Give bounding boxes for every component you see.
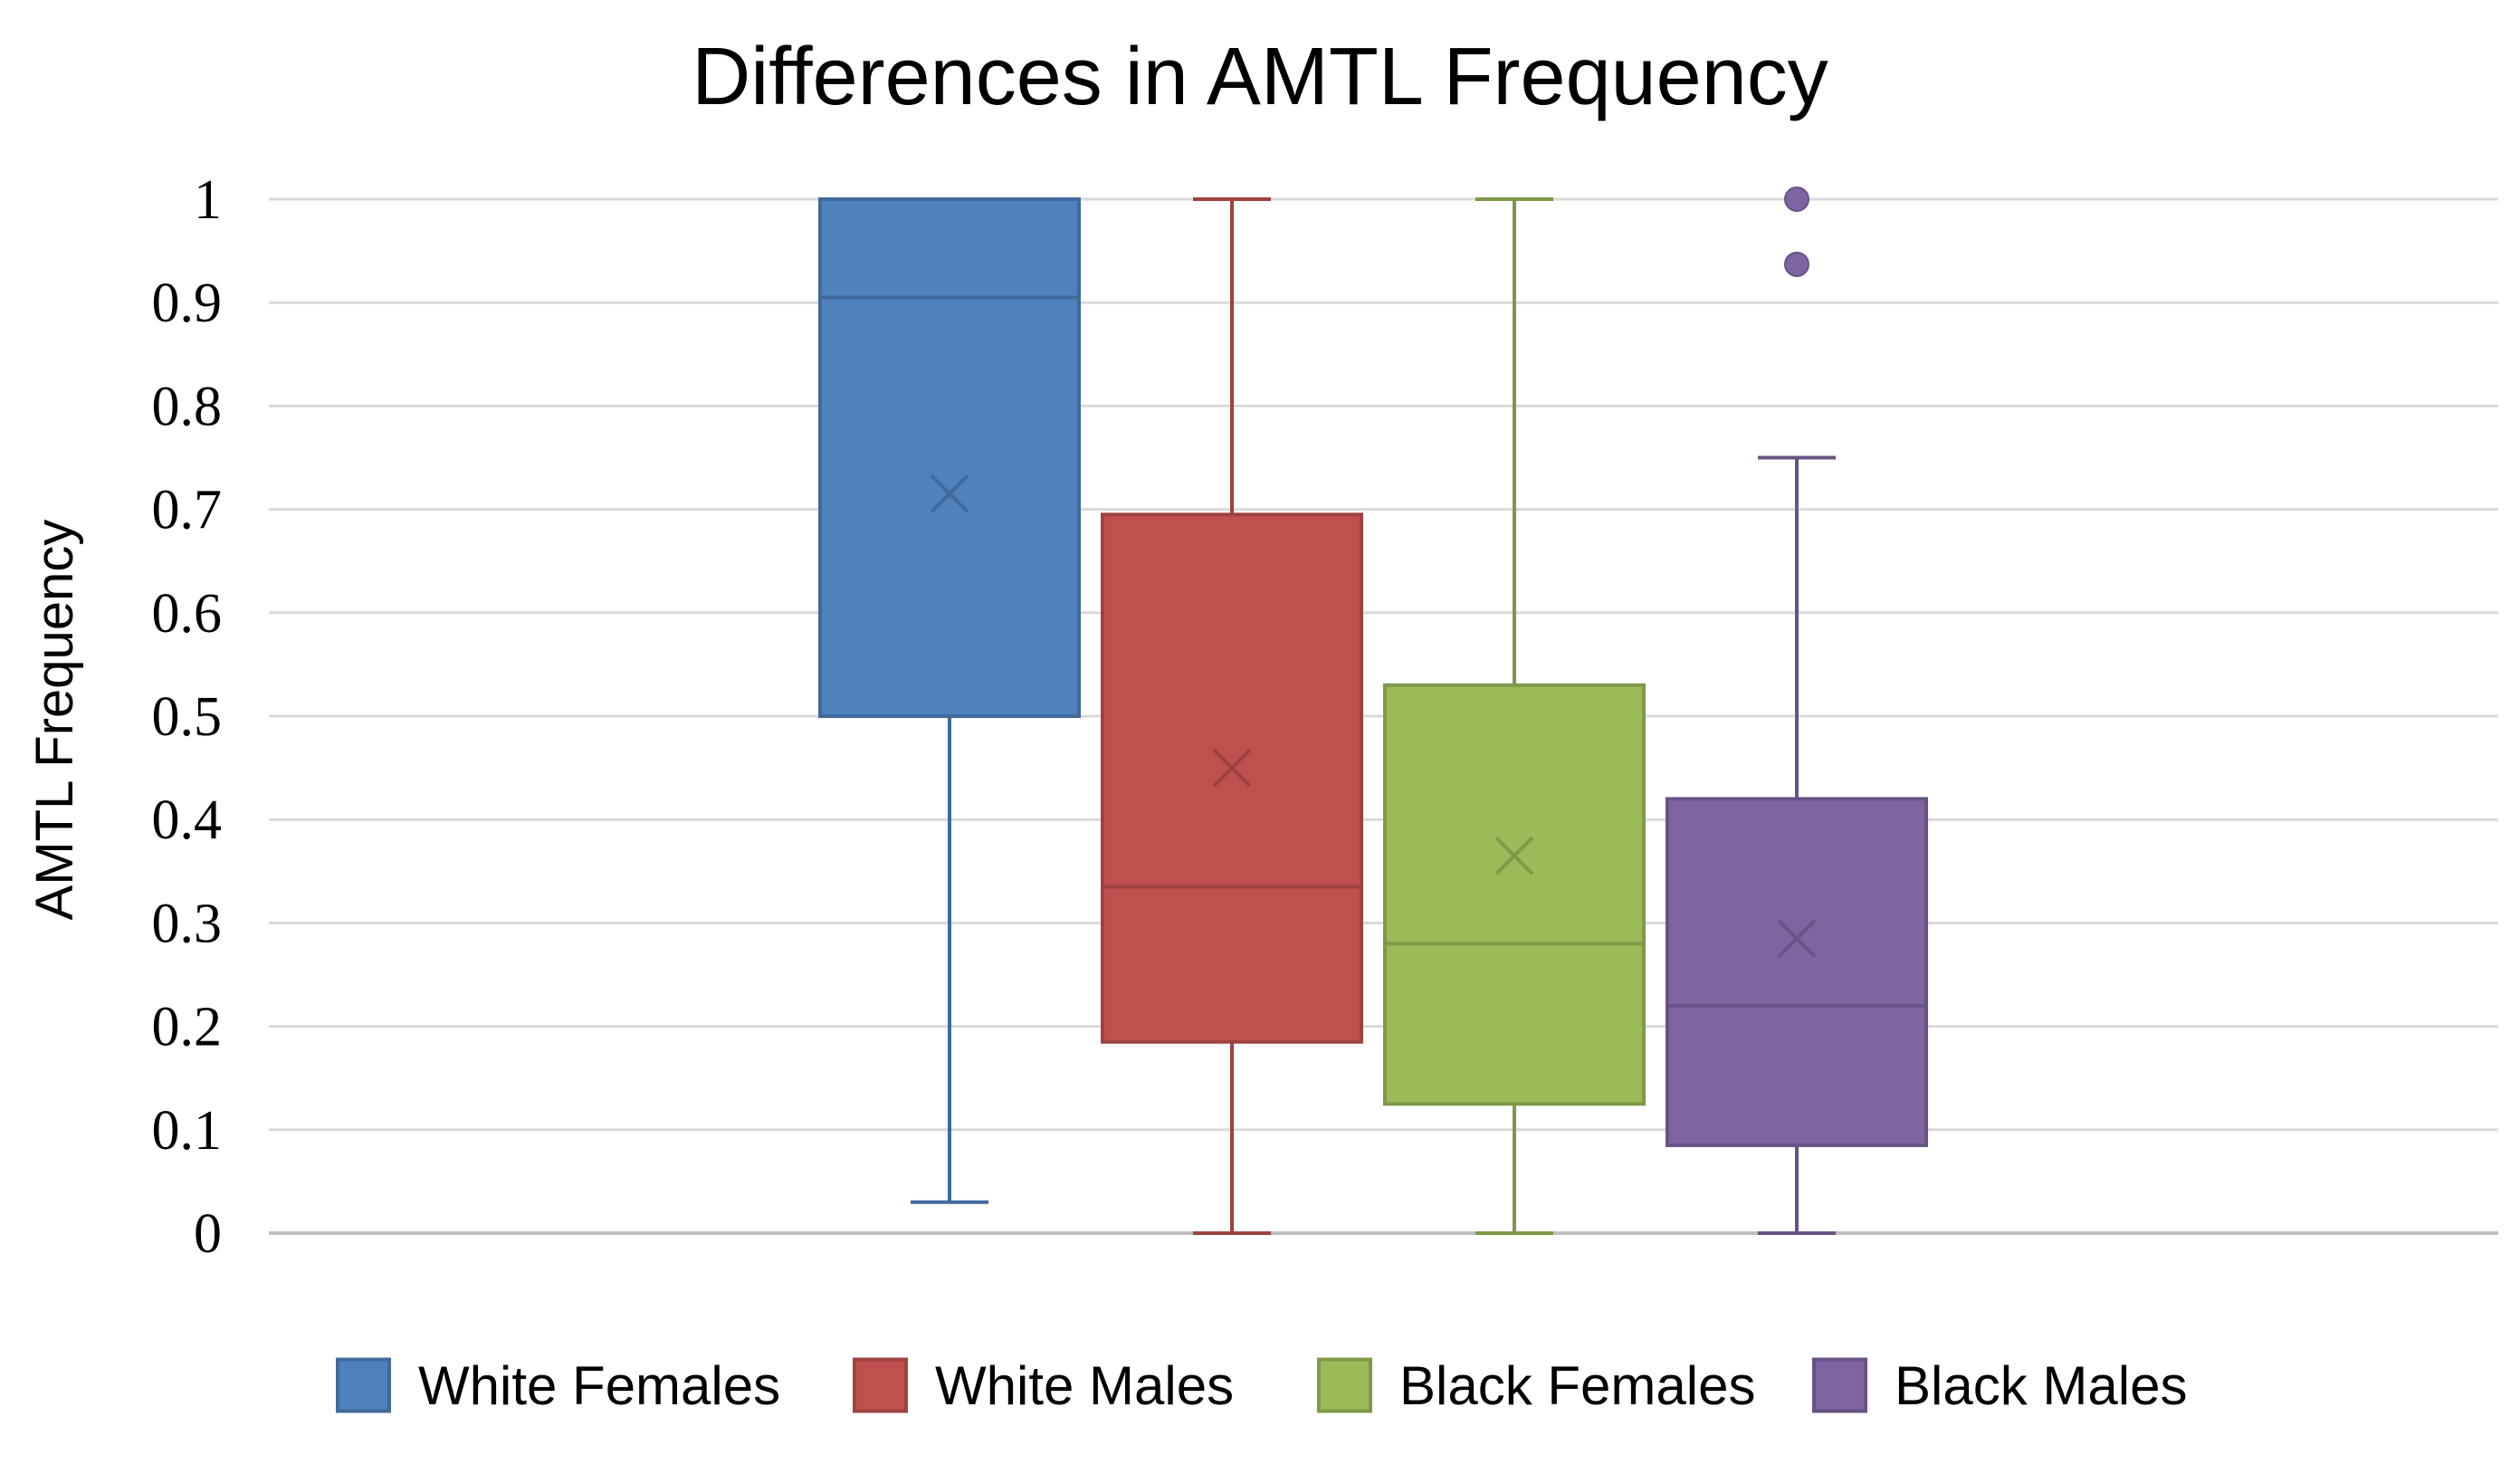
legend: White Females White Males Black Females Bla… xyxy=(336,1355,2187,1416)
box-white-females xyxy=(818,197,1081,1204)
legend-item: Black Males xyxy=(1812,1355,2187,1416)
outlier-point xyxy=(1784,187,1809,212)
box-black-females xyxy=(1383,197,1646,1235)
iqr-box xyxy=(1383,683,1646,1106)
legend-item: White Females xyxy=(336,1355,780,1416)
legend-item: Black Females xyxy=(1317,1355,1755,1416)
chart-title: Differences in AMTL Frequency xyxy=(692,32,1828,122)
y-tick-label: 0 xyxy=(194,1203,222,1265)
box-white-males xyxy=(1101,197,1363,1235)
mean-marker xyxy=(1494,836,1534,876)
boxes xyxy=(818,187,1928,1235)
y-tick-label: 0.3 xyxy=(152,893,223,954)
legend-swatch xyxy=(1317,1357,1372,1413)
outlier-point xyxy=(1784,251,1809,277)
y-tick-label: 0.8 xyxy=(152,376,223,437)
y-tick-label: 0.7 xyxy=(152,480,223,541)
iqr-box xyxy=(1666,797,1928,1147)
legend-swatch xyxy=(853,1357,908,1413)
y-axis-label: AMTL Frequency xyxy=(25,520,84,921)
y-axis-ticks: 0 0.1 0.2 0.3 0.4 0.5 0.6 0.7 0.8 0.9 1 xyxy=(152,169,223,1265)
mean-marker xyxy=(1777,919,1817,958)
legend-item: White Males xyxy=(853,1355,1234,1416)
legend-swatch xyxy=(1812,1357,1867,1413)
y-tick-label: 0.2 xyxy=(152,997,223,1058)
y-tick-label: 0.9 xyxy=(152,273,223,334)
legend-label: White Females xyxy=(418,1355,780,1416)
legend-label: White Males xyxy=(935,1355,1234,1416)
y-tick-label: 0.1 xyxy=(152,1100,223,1162)
iqr-box xyxy=(1101,512,1363,1044)
legend-swatch xyxy=(336,1357,391,1413)
legend-label: Black Females xyxy=(1399,1355,1755,1416)
y-tick-label: 1 xyxy=(194,169,222,231)
y-tick-label: 0.5 xyxy=(152,686,223,748)
box-black-males xyxy=(1666,187,1928,1235)
iqr-box xyxy=(818,197,1081,718)
y-tick-label: 0.6 xyxy=(152,583,223,645)
legend-label: Black Males xyxy=(1895,1355,2187,1416)
y-tick-label: 0.4 xyxy=(152,790,223,851)
mean-marker xyxy=(930,474,969,513)
mean-marker xyxy=(1212,748,1252,788)
